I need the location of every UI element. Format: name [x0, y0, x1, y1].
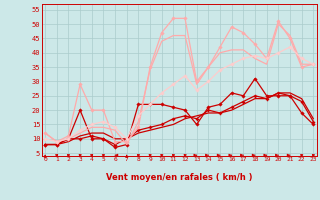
X-axis label: Vent moyen/en rafales ( km/h ): Vent moyen/en rafales ( km/h ): [106, 173, 252, 182]
